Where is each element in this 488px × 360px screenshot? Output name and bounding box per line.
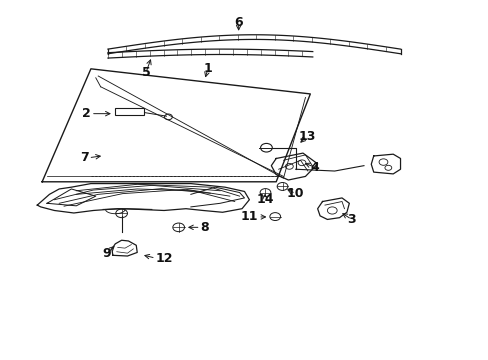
- Text: 4: 4: [310, 161, 319, 174]
- Text: 1: 1: [203, 62, 212, 75]
- Text: 6: 6: [234, 17, 243, 30]
- Bar: [115, 108, 143, 116]
- Text: 8: 8: [200, 221, 209, 234]
- Text: 5: 5: [142, 66, 150, 79]
- Text: 11: 11: [240, 211, 258, 224]
- Text: 13: 13: [298, 130, 315, 143]
- Text: 12: 12: [156, 252, 173, 265]
- Text: 2: 2: [82, 107, 91, 120]
- Text: 7: 7: [80, 151, 88, 164]
- Text: 3: 3: [347, 213, 355, 226]
- Text: 9: 9: [102, 247, 111, 260]
- Text: 10: 10: [286, 187, 304, 200]
- Text: 14: 14: [256, 193, 273, 206]
